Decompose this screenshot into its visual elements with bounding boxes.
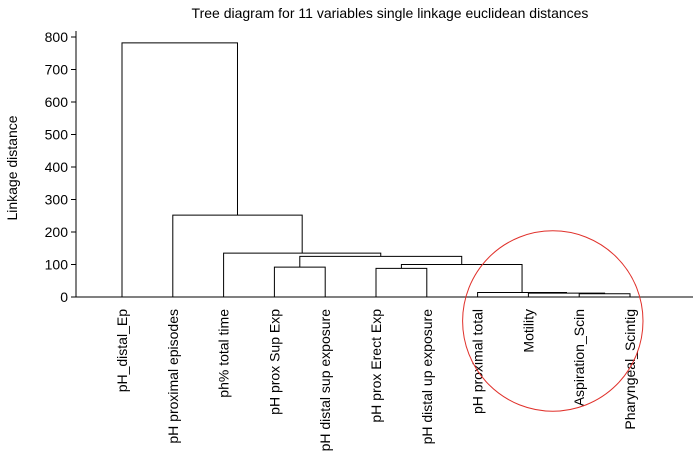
y-tick-label: 700 [45,62,69,78]
y-tick-label: 800 [45,29,69,45]
axes [75,31,693,298]
y-axis-label: Linkage distance [4,115,20,220]
y-tick-label: 0 [60,289,68,305]
leaf-label: ph% total time [216,309,232,398]
leaf-label: pH proximal episodes [165,309,181,444]
leaf-label: pH distal sup exposure [317,309,333,452]
annotations [462,230,644,412]
y-ticks: 0 100 200 300 400 500 600 700 800 [45,29,76,305]
dendrogram-link [273,266,326,297]
y-tick-label: 200 [45,224,69,240]
chart-title: Tree diagram for 11 variables single lin… [192,5,589,21]
leaf-label: Pharyngeal_Scintig [622,309,638,430]
dendrogram-link [375,267,428,297]
leaf-label: pH prox Erect Exp [368,309,384,423]
y-tick-label: 500 [45,127,69,143]
y-tick-label: 300 [45,192,69,208]
dendrogram-link [223,252,382,297]
dendrogram-link [121,42,238,297]
y-tick-label: 400 [45,159,69,175]
leaf-label: Motility [520,309,536,353]
dendrogram-link [172,214,303,297]
leaf-label: pH proximal total [470,309,486,414]
leaf-labels: pH_distal_Ep pH proximal episodes ph% tota… [114,309,638,452]
dendrogram-links [121,42,631,297]
leaf-label: pH prox Sup Exp [266,309,282,415]
leaf-label: pH distal up exposure [419,309,435,445]
highlight-circle [462,230,644,412]
y-tick-label: 100 [45,257,69,273]
leaf-label: pH_distal_Ep [114,309,130,392]
leaf-label: Aspiration_Scin [571,309,587,406]
dendrogram-link [299,255,463,268]
y-tick-label: 600 [45,94,69,110]
